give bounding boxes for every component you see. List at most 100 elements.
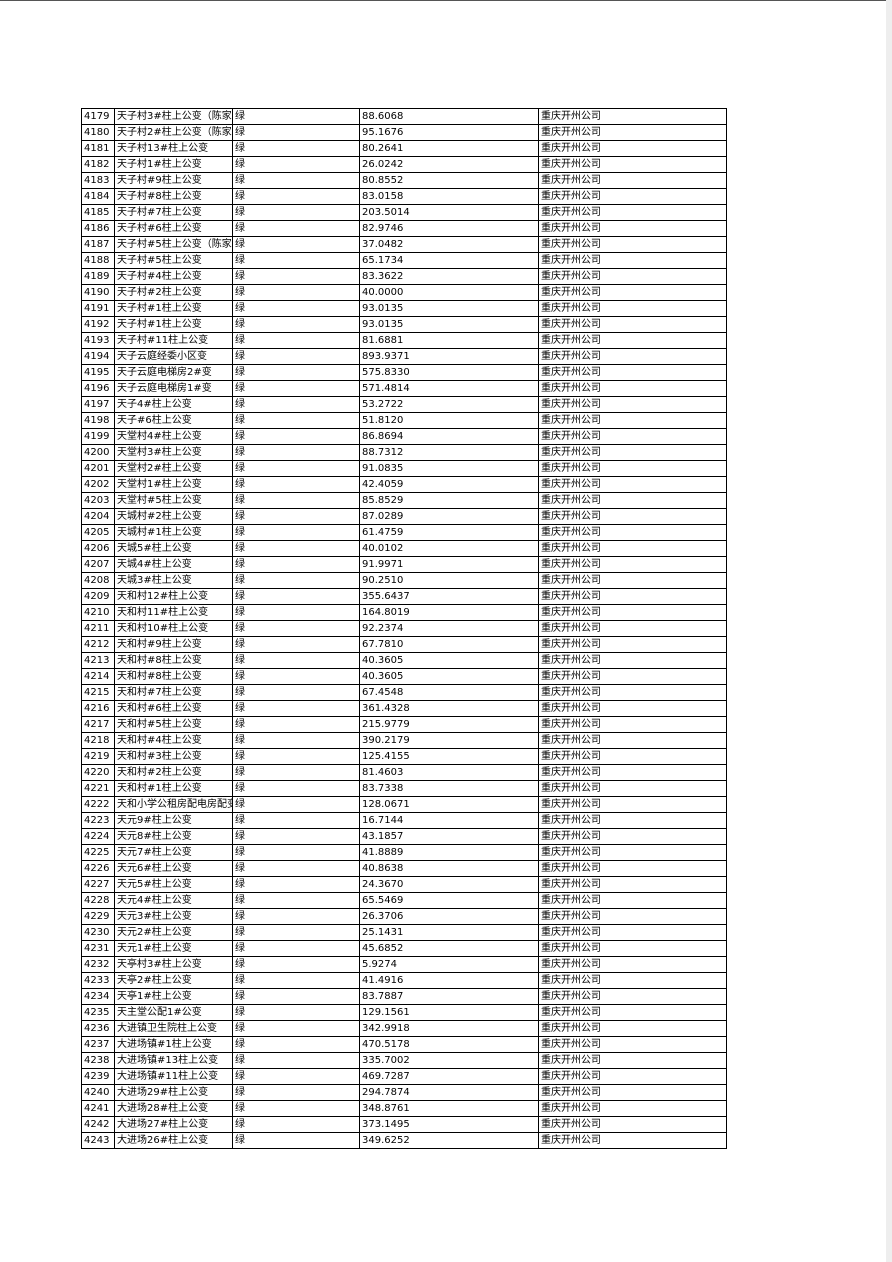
name-cell: 天城3#柱上公变 <box>114 572 233 589</box>
company-cell: 重庆开州公司 <box>538 684 727 701</box>
company-cell: 重庆开州公司 <box>538 188 727 205</box>
name-cell: 大进场镇#11柱上公变 <box>114 1068 233 1085</box>
company-cell: 重庆开州公司 <box>538 652 727 669</box>
name-cell: 天子村#5柱上公变（陈家 <box>114 236 233 253</box>
value-cell: 83.7887 <box>359 988 539 1005</box>
value-cell: 67.4548 <box>359 684 539 701</box>
company-cell: 重庆开州公司 <box>538 1068 727 1085</box>
company-cell: 重庆开州公司 <box>538 924 727 941</box>
table-row: 4219 天和村#3柱上公变绿 125.4155 重庆开州公司 <box>81 748 727 765</box>
name-cell: 天子村#5柱上公变 <box>114 252 233 269</box>
value-cell: 83.3622 <box>359 268 539 285</box>
value-cell: 40.3605 <box>359 668 539 685</box>
table-row: 4227 天元5#柱上公变绿 24.3670 重庆开州公司 <box>81 876 727 893</box>
row-id-cell: 4187 <box>81 236 115 253</box>
company-cell: 重庆开州公司 <box>538 668 727 685</box>
row-id-cell: 4196 <box>81 380 115 397</box>
row-id-cell: 4230 <box>81 924 115 941</box>
status-cell: 绿 <box>232 1020 360 1037</box>
row-id-cell: 4232 <box>81 956 115 973</box>
row-id-cell: 4222 <box>81 796 115 813</box>
company-cell: 重庆开州公司 <box>538 460 727 477</box>
row-id-cell: 4201 <box>81 460 115 477</box>
company-cell: 重庆开州公司 <box>538 332 727 349</box>
row-id-cell: 4243 <box>81 1132 115 1149</box>
status-cell: 绿 <box>232 1116 360 1133</box>
row-id-cell: 4220 <box>81 764 115 781</box>
table-row: 4243 大进场26#柱上公变绿 349.6252 重庆开州公司 <box>81 1132 727 1149</box>
value-cell: 129.1561 <box>359 1004 539 1021</box>
data-table: 4179 天子村3#柱上公变（陈家绿 88.6068 重庆开州公司 4180 天子村2#柱… <box>81 108 727 1149</box>
table-row: 4182 天子村1#柱上公变绿 26.0242 重庆开州公司 <box>81 156 727 173</box>
table-body: 4179 天子村3#柱上公变（陈家绿 88.6068 重庆开州公司 4180 天子村2#柱… <box>81 108 727 1149</box>
company-cell: 重庆开州公司 <box>538 156 727 173</box>
status-cell: 绿 <box>232 236 360 253</box>
company-cell: 重庆开州公司 <box>538 940 727 957</box>
table-row: 4231 天元1#柱上公变绿 45.6852 重庆开州公司 <box>81 940 727 957</box>
row-id-cell: 4193 <box>81 332 115 349</box>
value-cell: 128.0671 <box>359 796 539 813</box>
status-cell: 绿 <box>232 636 360 653</box>
value-cell: 24.3670 <box>359 876 539 893</box>
table-row: 4220 天和村#2柱上公变绿 81.4603 重庆开州公司 <box>81 764 727 781</box>
name-cell: 天子村#1柱上公变 <box>114 316 233 333</box>
row-id-cell: 4242 <box>81 1116 115 1133</box>
table-row: 4216 天和村#6柱上公变绿 361.4328 重庆开州公司 <box>81 700 727 717</box>
name-cell: 天堂村1#柱上公变 <box>114 476 233 493</box>
row-id-cell: 4191 <box>81 300 115 317</box>
company-cell: 重庆开州公司 <box>538 428 727 445</box>
status-cell: 绿 <box>232 652 360 669</box>
name-cell: 天和村#8柱上公变 <box>114 652 233 669</box>
name-cell: 天城5#柱上公变 <box>114 540 233 557</box>
value-cell: 86.8694 <box>359 428 539 445</box>
company-cell: 重庆开州公司 <box>538 972 727 989</box>
name-cell: 天子村3#柱上公变（陈家 <box>114 108 233 125</box>
name-cell: 天堂村2#柱上公变 <box>114 460 233 477</box>
value-cell: 26.0242 <box>359 156 539 173</box>
company-cell: 重庆开州公司 <box>538 636 727 653</box>
status-cell: 绿 <box>232 460 360 477</box>
name-cell: 天元6#柱上公变 <box>114 860 233 877</box>
table-row: 4209 天和村12#柱上公变绿 355.6437 重庆开州公司 <box>81 588 727 605</box>
value-cell: 41.8889 <box>359 844 539 861</box>
status-cell: 绿 <box>232 300 360 317</box>
value-cell: 42.4059 <box>359 476 539 493</box>
table-row: 4180 天子村2#柱上公变（陈家绿 95.1676 重庆开州公司 <box>81 124 727 141</box>
row-id-cell: 4200 <box>81 444 115 461</box>
company-cell: 重庆开州公司 <box>538 268 727 285</box>
status-cell: 绿 <box>232 540 360 557</box>
status-cell: 绿 <box>232 380 360 397</box>
company-cell: 重庆开州公司 <box>538 620 727 637</box>
company-cell: 重庆开州公司 <box>538 364 727 381</box>
name-cell: 大进场28#柱上公变 <box>114 1100 233 1117</box>
top-border <box>0 0 892 1</box>
value-cell: 87.0289 <box>359 508 539 525</box>
value-cell: 575.8330 <box>359 364 539 381</box>
value-cell: 65.5469 <box>359 892 539 909</box>
value-cell: 125.4155 <box>359 748 539 765</box>
name-cell: 天和村#8柱上公变 <box>114 668 233 685</box>
name-cell: 天子云庭经委小区变 <box>114 348 233 365</box>
name-cell: 天和村12#柱上公变 <box>114 588 233 605</box>
value-cell: 91.9971 <box>359 556 539 573</box>
company-cell: 重庆开州公司 <box>538 748 727 765</box>
row-id-cell: 4233 <box>81 972 115 989</box>
name-cell: 天元1#柱上公变 <box>114 940 233 957</box>
value-cell: 81.6881 <box>359 332 539 349</box>
value-cell: 893.9371 <box>359 348 539 365</box>
name-cell: 天城村#1柱上公变 <box>114 524 233 541</box>
status-cell: 绿 <box>232 844 360 861</box>
table-row: 4218 天和村#4柱上公变绿 390.2179 重庆开州公司 <box>81 732 727 749</box>
name-cell: 天和村#2柱上公变 <box>114 764 233 781</box>
status-cell: 绿 <box>232 316 360 333</box>
row-id-cell: 4205 <box>81 524 115 541</box>
status-cell: 绿 <box>232 1132 360 1149</box>
name-cell: 天和村#6柱上公变 <box>114 700 233 717</box>
value-cell: 215.9779 <box>359 716 539 733</box>
name-cell: 天和村#3柱上公变 <box>114 748 233 765</box>
company-cell: 重庆开州公司 <box>538 1132 727 1149</box>
table-row: 4213 天和村#8柱上公变绿 40.3605 重庆开州公司 <box>81 652 727 669</box>
table-row: 4235 天主堂公配1#公变绿 129.1561 重庆开州公司 <box>81 1004 727 1021</box>
row-id-cell: 4202 <box>81 476 115 493</box>
